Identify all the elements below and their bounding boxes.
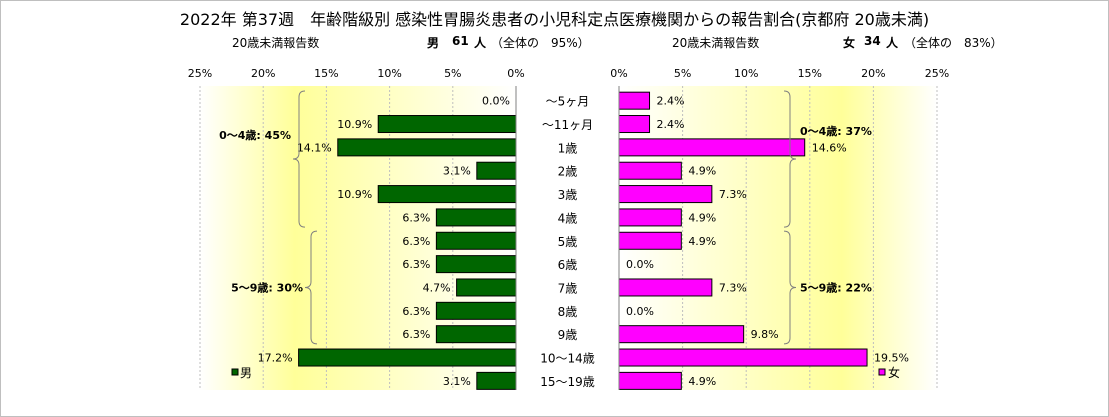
male-value-label: 0.0% bbox=[482, 95, 510, 108]
male-tick-label: 10% bbox=[377, 67, 401, 80]
male-value-label: 10.9% bbox=[337, 118, 372, 131]
female-value-label: 4.9% bbox=[688, 235, 716, 248]
male-bar bbox=[377, 115, 517, 134]
category-label: ～5ヶ月 bbox=[546, 95, 590, 109]
female-value-label: 14.6% bbox=[812, 141, 847, 154]
male-bar bbox=[435, 208, 517, 227]
female-value-label: 4.9% bbox=[688, 211, 716, 224]
male-bar bbox=[476, 371, 517, 390]
male-bar bbox=[337, 138, 517, 157]
male-value-label: 6.3% bbox=[402, 258, 430, 271]
female-tick-label: 20% bbox=[861, 67, 885, 80]
male-bar bbox=[435, 301, 517, 320]
male-legend-swatch bbox=[231, 368, 239, 376]
male-tick-label: 25% bbox=[188, 67, 212, 80]
male-value-label: 3.1% bbox=[443, 165, 471, 178]
female-group-brace bbox=[783, 90, 797, 228]
female-value-label: 0.0% bbox=[626, 305, 654, 318]
category-label: 4歳 bbox=[558, 211, 578, 225]
female-bar bbox=[618, 325, 745, 344]
category-label: 5歳 bbox=[558, 235, 578, 249]
male-bar bbox=[435, 231, 517, 250]
male-tick-label: 5% bbox=[444, 67, 461, 80]
female-tick-label: 10% bbox=[734, 67, 758, 80]
male-tick-label: 20% bbox=[251, 67, 275, 80]
female-bar bbox=[618, 161, 682, 180]
male-value-label: 17.2% bbox=[258, 352, 293, 365]
female-tick-label: 5% bbox=[674, 67, 691, 80]
female-count-label: 20歳未満報告数 bbox=[672, 36, 760, 50]
chart-title: 2022年 第37週 年齢階級別 感染性胃腸炎患者の小児科定点医療機関からの報告… bbox=[179, 10, 930, 29]
female-group-label: 0～4歳: 37% bbox=[800, 124, 872, 138]
category-label: 10～14歳 bbox=[540, 352, 595, 366]
category-label: 15～19歳 bbox=[540, 375, 595, 389]
female-bar bbox=[618, 348, 868, 367]
female-count-unit: 人 bbox=[886, 36, 899, 50]
male-bar bbox=[377, 185, 517, 204]
female-value-label: 7.3% bbox=[719, 281, 747, 294]
female-value-label: 2.4% bbox=[657, 95, 685, 108]
female-value-label: 2.4% bbox=[657, 118, 685, 131]
female-bar bbox=[618, 371, 682, 390]
female-value-label: 9.8% bbox=[751, 328, 779, 341]
female-value-label: 4.9% bbox=[688, 165, 716, 178]
female-group-brace bbox=[783, 230, 797, 345]
female-legend-swatch bbox=[878, 368, 886, 376]
male-group-brace bbox=[304, 230, 318, 345]
male-group-label: 5～9歳: 30% bbox=[231, 280, 303, 294]
male-group-label: 0～4歳: 45% bbox=[219, 128, 291, 142]
male-bar bbox=[476, 161, 517, 180]
male-bar bbox=[435, 255, 517, 274]
female-bar bbox=[618, 208, 682, 227]
male-count-label: 20歳未満報告数 bbox=[232, 36, 320, 50]
female-legend-label: 女 bbox=[888, 365, 900, 380]
male-value-label: 6.3% bbox=[402, 211, 430, 224]
female-value-label: 4.9% bbox=[688, 375, 716, 388]
category-label: 8歳 bbox=[558, 305, 578, 319]
category-label: 7歳 bbox=[558, 281, 578, 295]
female-share: （全体の 83%） bbox=[904, 36, 1003, 50]
male-tick-label: 15% bbox=[314, 67, 338, 80]
female-sex-label: 女 bbox=[843, 36, 856, 50]
female-group-label: 5～9歳: 22% bbox=[800, 280, 872, 294]
male-tick-label: 0% bbox=[507, 67, 524, 80]
male-legend-label: 男 bbox=[240, 366, 252, 380]
female-count: 34 bbox=[864, 34, 881, 48]
male-sex-label: 男 bbox=[427, 36, 440, 50]
category-label: 9歳 bbox=[558, 328, 578, 342]
female-bar bbox=[618, 91, 651, 110]
female-value-label: 19.5% bbox=[874, 352, 909, 365]
male-value-label: 14.1% bbox=[297, 141, 332, 154]
male-count-unit: 人 bbox=[474, 36, 487, 50]
male-group-brace bbox=[292, 90, 306, 228]
female-bar bbox=[618, 115, 651, 134]
male-count: 61 bbox=[452, 34, 469, 48]
male-value-label: 6.3% bbox=[402, 328, 430, 341]
female-tick-label: 15% bbox=[798, 67, 822, 80]
category-label: ～11ヶ月 bbox=[542, 118, 593, 132]
female-bar bbox=[618, 231, 682, 250]
category-label: 2歳 bbox=[558, 165, 578, 179]
male-value-label: 10.9% bbox=[337, 188, 372, 201]
female-bar bbox=[618, 278, 713, 297]
female-value-label: 7.3% bbox=[719, 188, 747, 201]
female-bar bbox=[618, 185, 713, 204]
male-value-label: 4.7% bbox=[423, 281, 451, 294]
male-value-label: 6.3% bbox=[402, 235, 430, 248]
female-tick-label: 0% bbox=[610, 67, 627, 80]
female-value-label: 0.0% bbox=[626, 258, 654, 271]
male-bar bbox=[435, 325, 517, 344]
male-bar bbox=[298, 348, 517, 367]
category-label: 3歳 bbox=[558, 188, 578, 202]
category-label: 1歳 bbox=[558, 141, 578, 155]
male-value-label: 6.3% bbox=[402, 305, 430, 318]
female-bar bbox=[618, 138, 806, 157]
female-tick-label: 25% bbox=[925, 67, 949, 80]
male-share: （全体の 95%） bbox=[491, 36, 590, 50]
male-bar bbox=[456, 278, 517, 297]
category-label: 6歳 bbox=[558, 258, 578, 272]
male-value-label: 3.1% bbox=[443, 375, 471, 388]
